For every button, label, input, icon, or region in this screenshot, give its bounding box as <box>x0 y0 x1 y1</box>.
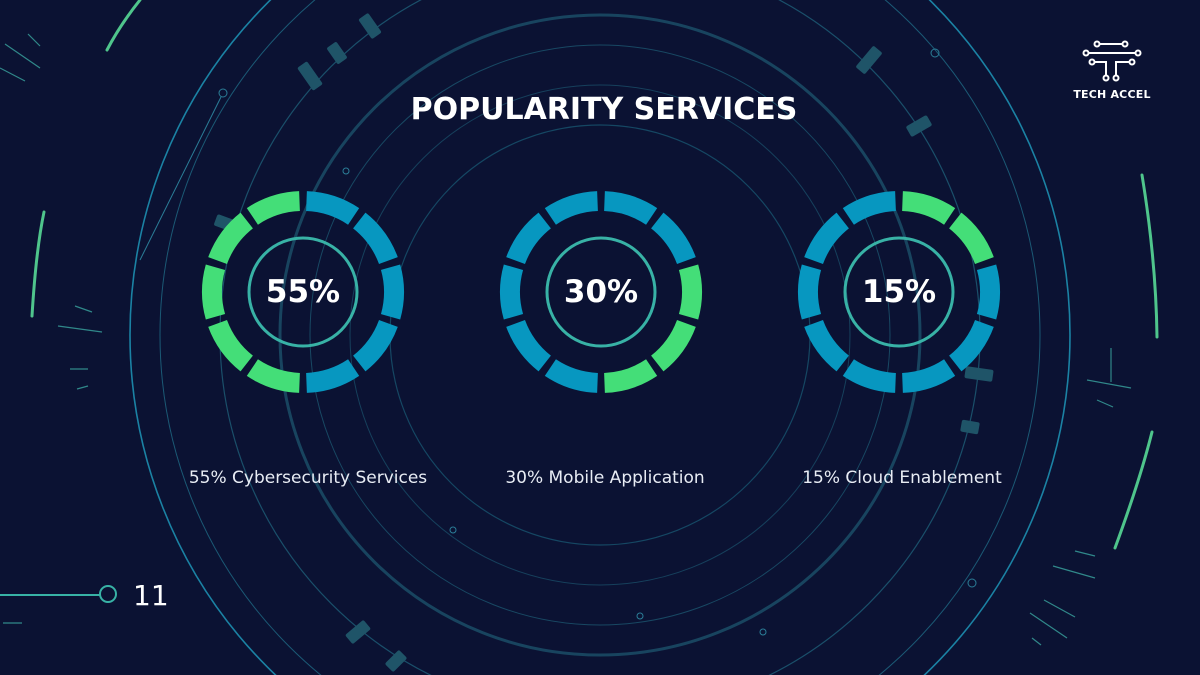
donut-cloud-enablement: 15% <box>797 190 1001 394</box>
ring-segment-highlight <box>902 191 956 225</box>
donut-cybersecurity: 55% <box>201 190 405 394</box>
ring-segment <box>380 264 404 320</box>
brand-name: TECH ACCEL <box>1073 88 1151 101</box>
inner-circle <box>247 236 359 348</box>
percent-value: 30% <box>563 274 639 310</box>
caption-cybersecurity: 55% Cybersecurity Services <box>188 468 428 488</box>
page-number: 11 <box>133 579 169 612</box>
ring-segment-highlight <box>246 191 300 225</box>
segmented-donut-chart <box>798 191 1000 393</box>
ring-segment-highlight <box>208 319 253 372</box>
pager-line <box>0 594 100 596</box>
ring-segment-highlight <box>678 264 702 320</box>
donut-mobile-application: 30% <box>499 190 703 394</box>
slide-title: POPULARITY SERVICES <box>410 92 798 127</box>
ring-segment-highlight <box>949 212 994 265</box>
brand-logo: TECH ACCEL <box>1062 40 1162 112</box>
ring-segment-highlight <box>651 319 696 372</box>
ring-segment <box>976 264 1000 320</box>
percent-value: 15% <box>861 274 937 310</box>
ring-segment <box>544 359 598 393</box>
inner-circle <box>843 236 955 348</box>
ring-segment <box>306 359 360 393</box>
ring-segment <box>306 191 360 225</box>
percent-value: 55% <box>265 274 341 310</box>
ring-segment <box>353 319 398 372</box>
ring-segment <box>804 212 849 265</box>
ring-segment <box>651 212 696 265</box>
ring-segment <box>500 264 524 320</box>
ring-segment <box>506 319 551 372</box>
inner-circle <box>545 236 657 348</box>
ring-segment-highlight <box>202 264 226 320</box>
ring-segment-highlight <box>604 359 658 393</box>
ring-segment <box>604 191 658 225</box>
ring-segment-highlight <box>208 212 253 265</box>
ring-segment <box>798 264 822 320</box>
ring-segment <box>902 359 956 393</box>
segmented-donut-chart <box>500 191 702 393</box>
ring-segment <box>804 319 849 372</box>
ring-segment <box>842 191 896 225</box>
caption-cloud-enablement: 15% Cloud Enablement <box>802 468 1002 488</box>
ring-segment <box>544 191 598 225</box>
caption-mobile-application: 30% Mobile Application <box>505 468 705 488</box>
circuit-t-icon <box>1082 40 1142 82</box>
ring-segment <box>353 212 398 265</box>
segmented-donut-chart <box>202 191 404 393</box>
page-indicator: 11 <box>0 579 170 612</box>
ring-segment <box>842 359 896 393</box>
ring-segment-highlight <box>246 359 300 393</box>
ring-segment <box>506 212 551 265</box>
ring-segment <box>949 319 994 372</box>
pager-circle-icon <box>99 585 117 603</box>
